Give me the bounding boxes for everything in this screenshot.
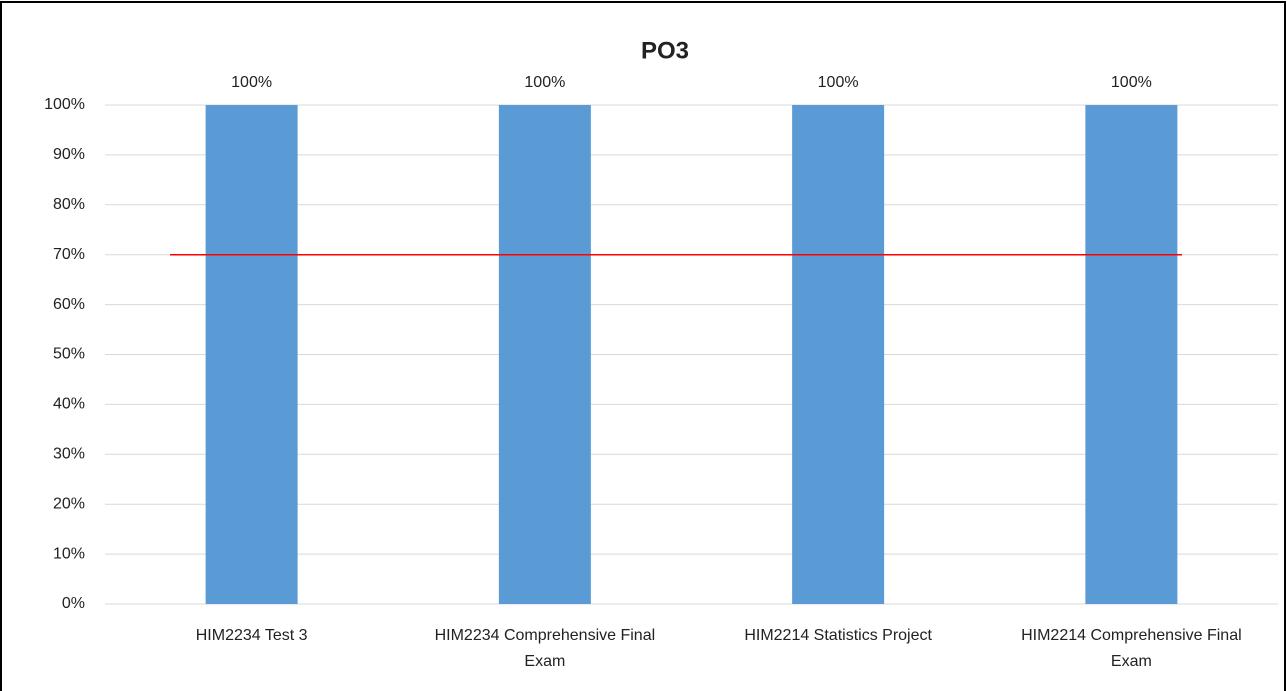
y-tick-label: 10% xyxy=(53,545,85,562)
y-tick-label: 90% xyxy=(53,146,85,163)
y-tick-label: 80% xyxy=(53,196,85,213)
x-tick-label: HIM2214 Comprehensive Final Exam xyxy=(1021,627,1242,670)
value-label: 100% xyxy=(231,74,272,91)
value-label: 100% xyxy=(524,74,565,91)
x-tick-label: HIM2234 Test 3 xyxy=(195,627,308,644)
y-tick-label: 50% xyxy=(53,346,85,363)
bar xyxy=(498,105,591,604)
y-tick-label: 60% xyxy=(53,296,85,313)
y-tick-label: 20% xyxy=(53,495,85,512)
bar xyxy=(205,105,298,604)
y-tick-label: 100% xyxy=(44,96,85,113)
value-label: 100% xyxy=(818,74,859,91)
value-label: 100% xyxy=(1111,74,1152,91)
x-tick-label: HIM2234 Comprehensive Final Exam xyxy=(434,627,656,670)
y-tick-label: 0% xyxy=(62,595,85,612)
bar xyxy=(792,105,885,604)
y-tick-label: 40% xyxy=(53,396,85,413)
y-tick-label: 30% xyxy=(53,446,85,463)
x-tick-label: HIM2214 Statistics Project xyxy=(744,627,932,644)
chart-title: PO3 xyxy=(641,37,689,64)
y-tick-label: 70% xyxy=(53,246,85,263)
bar xyxy=(1085,105,1178,604)
